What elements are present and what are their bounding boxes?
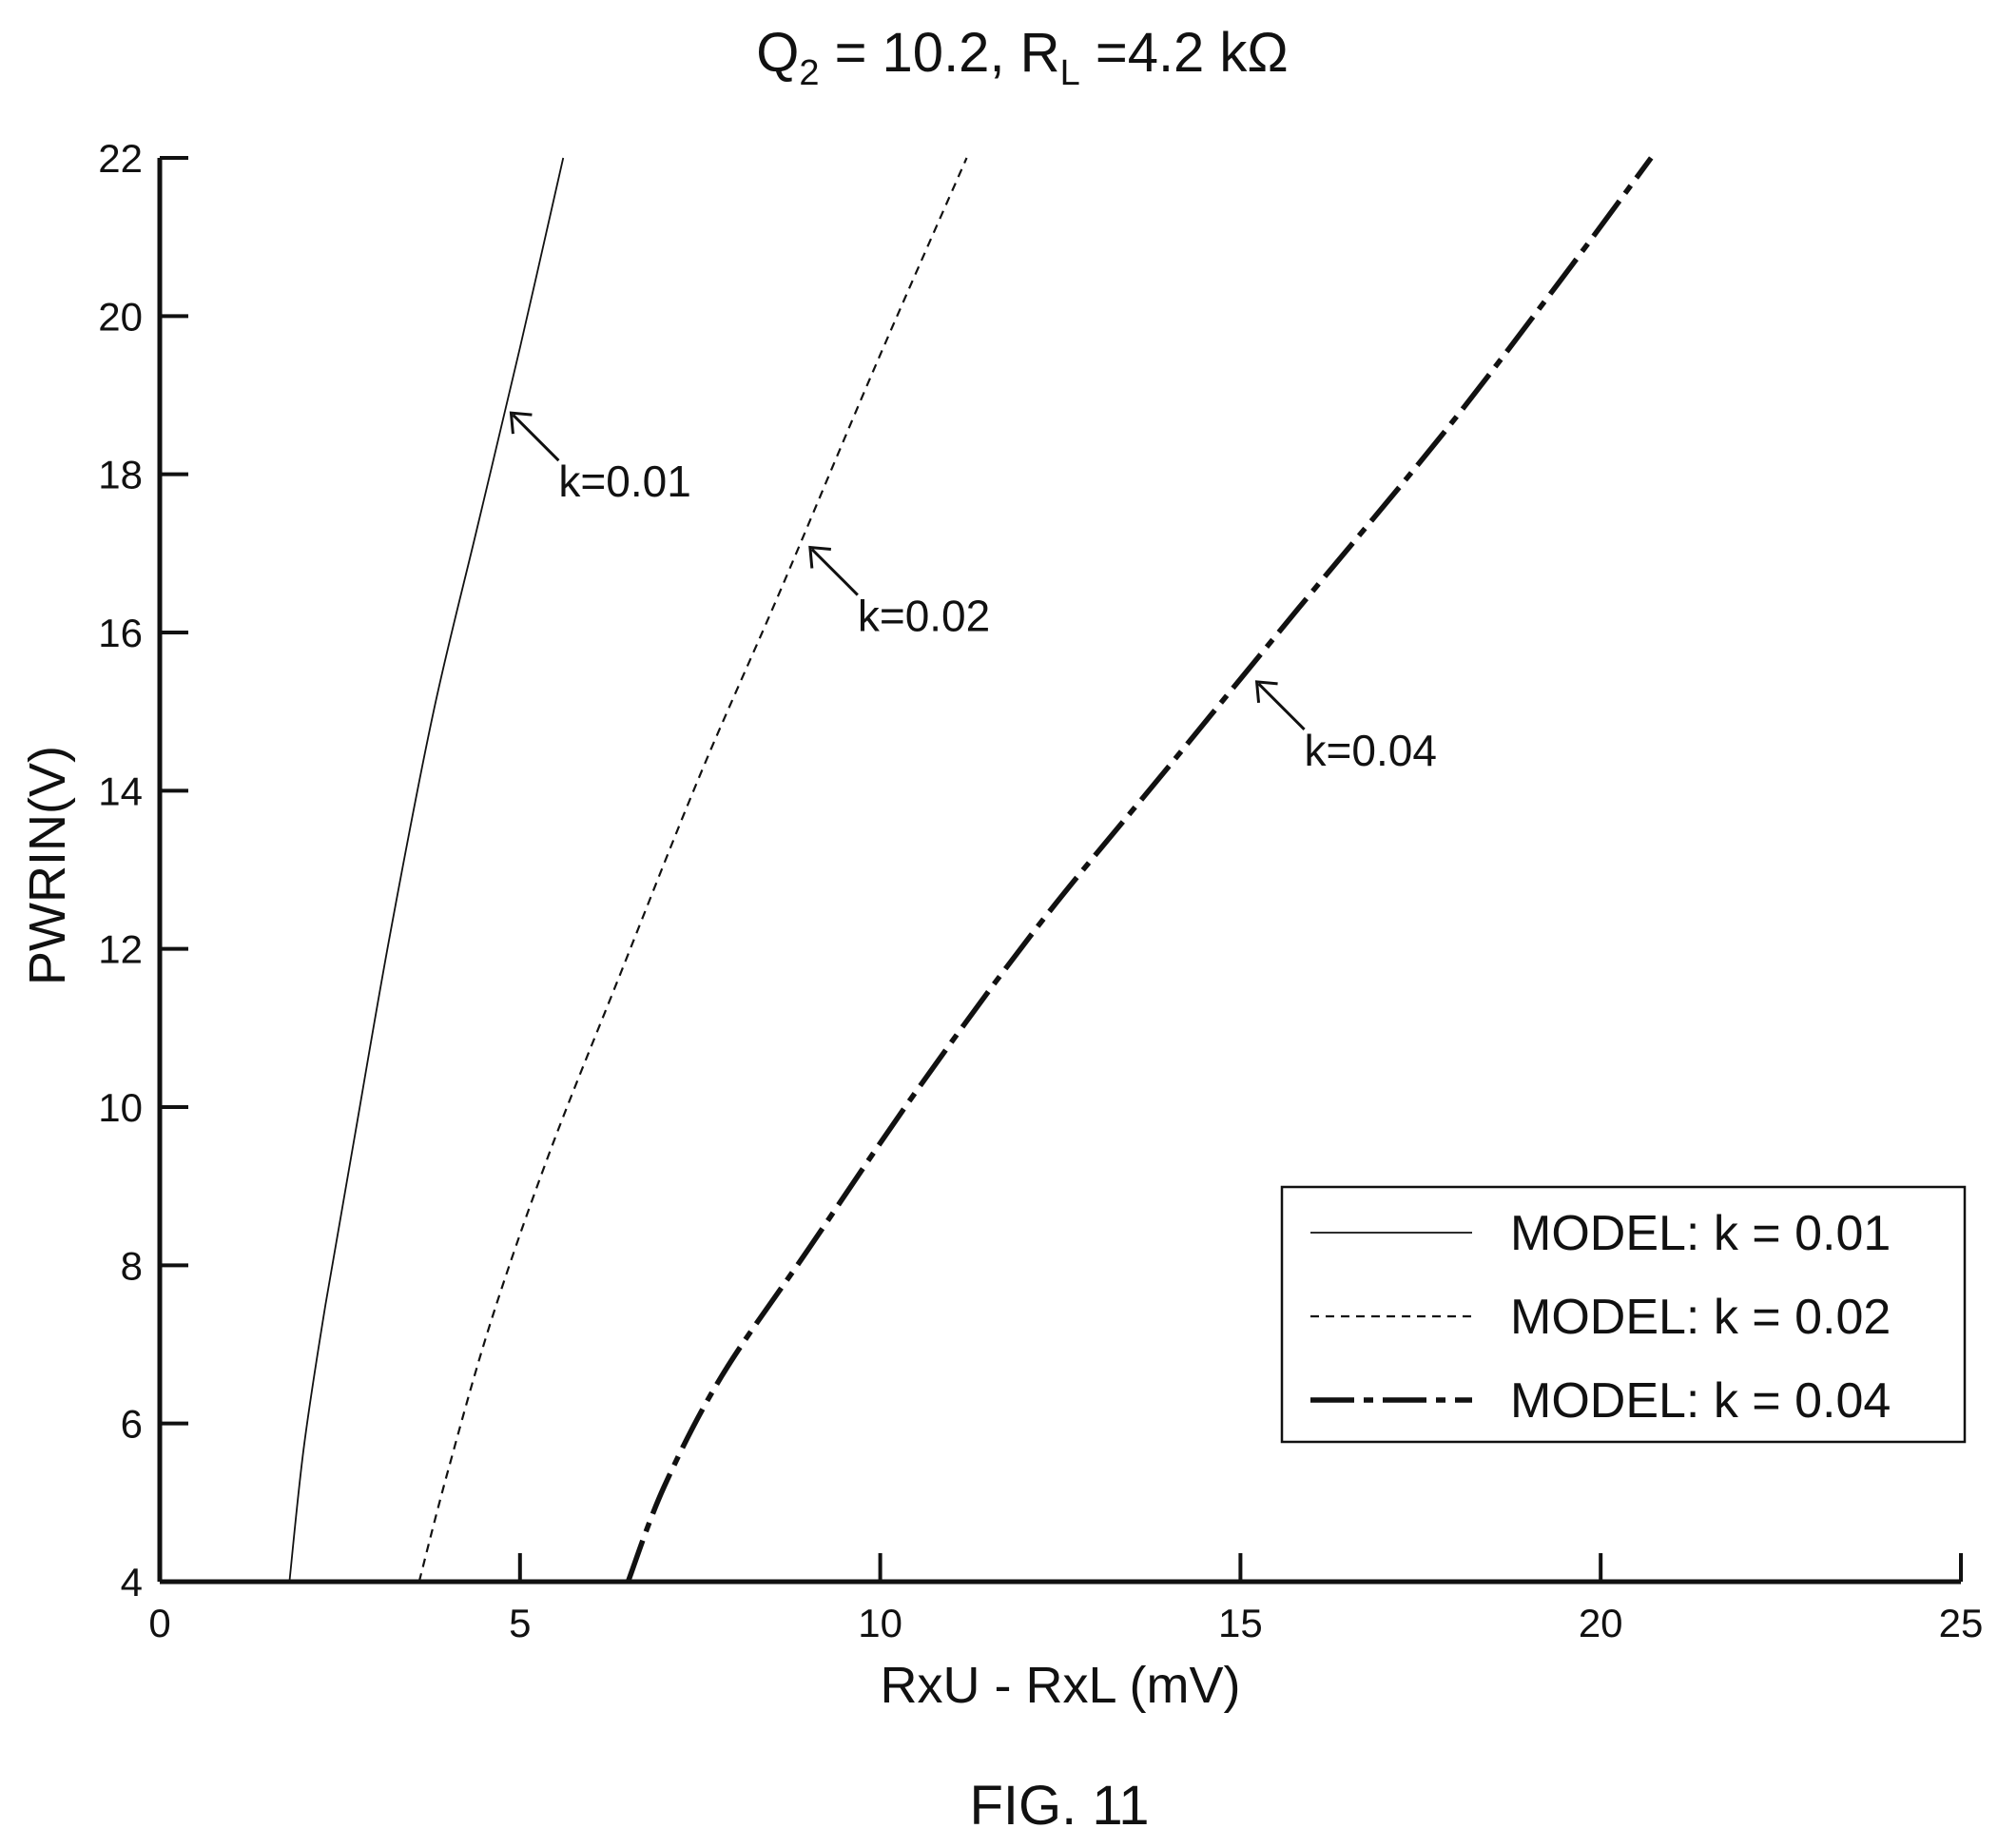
figure-caption: FIG. 11 — [969, 1775, 1149, 1837]
axis-ticks: 0 5 10 15 20 25 4 6 8 10 12 14 16 18 20 22 — [98, 136, 1983, 1645]
annotation-arrow — [1257, 682, 1306, 730]
series-line-3 — [625, 156, 1654, 1583]
title-q-value: = 10.2, R — [819, 22, 1059, 84]
series-line-1 — [288, 157, 565, 1583]
legend-label: MODEL: k = 0.01 — [1510, 1206, 1891, 1261]
y-axis-label: PWRIN(V) — [19, 746, 76, 985]
x-tick-label: 10 — [858, 1601, 902, 1645]
y-tick-label: 4 — [121, 1560, 143, 1605]
y-tick-label: 6 — [121, 1402, 143, 1447]
title-r-subscript: L — [1060, 53, 1080, 93]
chart-title: Q2 = 10.2, RL =4.2 kΩ — [756, 22, 1289, 93]
annotation-label: k=0.04 — [1305, 726, 1437, 775]
title-r-value: =4.2 kΩ — [1080, 22, 1289, 84]
y-tick-label: 10 — [98, 1085, 143, 1130]
y-tick-label: 22 — [98, 136, 143, 181]
y-tick-label: 18 — [98, 453, 143, 497]
y-tick-label: 16 — [98, 611, 143, 655]
series-layer — [288, 156, 1654, 1583]
x-tick-label: 0 — [148, 1601, 170, 1645]
legend-label: MODEL: k = 0.04 — [1510, 1373, 1891, 1429]
x-tick-label: 5 — [509, 1601, 531, 1645]
annotation-arrowhead — [1254, 680, 1278, 704]
annotation-label: k=0.01 — [558, 457, 690, 506]
series-line-2 — [417, 157, 968, 1583]
annotation-arrow — [512, 414, 560, 462]
legend: MODEL: k = 0.01 MODEL: k = 0.02 MODEL: k =… — [1280, 1185, 1967, 1444]
annotation-label: k=0.02 — [858, 592, 990, 641]
annotation-layer: k=0.01 k=0.02 k=0.04 — [509, 411, 1437, 775]
x-tick-label: 25 — [1939, 1601, 1984, 1645]
legend-label: MODEL: k = 0.02 — [1510, 1290, 1891, 1345]
annotation-arrowhead — [808, 545, 831, 569]
annotation-arrowhead — [509, 411, 533, 435]
title-q-subscript: 2 — [799, 53, 819, 93]
plot-axes — [157, 158, 1961, 1585]
title-q-symbol: Q — [756, 22, 799, 84]
x-tick-label: 20 — [1579, 1601, 1623, 1645]
y-tick-label: 8 — [121, 1243, 143, 1288]
annotation-arrow — [810, 548, 859, 596]
x-tick-label: 15 — [1218, 1601, 1263, 1645]
y-tick-label: 12 — [98, 927, 143, 972]
y-tick-label: 20 — [98, 294, 143, 339]
y-tick-label: 14 — [98, 768, 143, 813]
x-axis-label: RxU - RxL (mV) — [881, 1657, 1241, 1714]
